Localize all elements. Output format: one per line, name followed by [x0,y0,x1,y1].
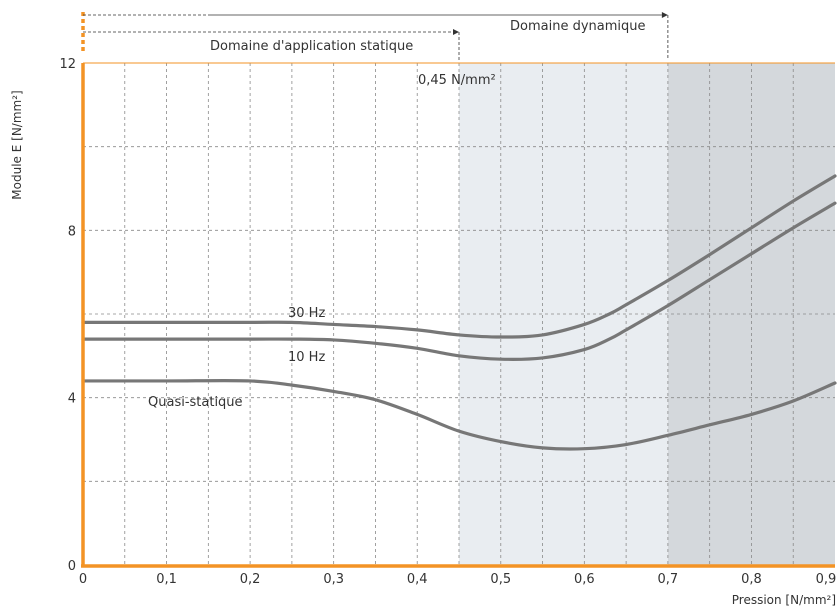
domain-label-static: Domaine d'application statique [210,39,413,54]
domain-brackets [81,12,669,60]
x-tick-label: 0,9 [816,572,837,587]
grid [83,62,835,565]
series-label-quasi-statique: Quasi-statique [148,395,243,410]
dynamic-domain-arrow [661,12,668,18]
x-tick-label: 0 [79,572,87,587]
x-tick-label: 0,7 [658,572,679,587]
x-tick-label: 0,6 [574,572,595,587]
series-line-0 [81,174,837,339]
domain-label-dynamic: Domaine dynamique [510,19,646,34]
series-line-2 [81,379,837,451]
axes [81,63,835,568]
annotation-label: 0,45 N/mm² [418,73,496,88]
static-domain-arrow [453,29,459,35]
series-label-30hz: 30 Hz [288,306,325,321]
y-tick-label: 12 [59,57,76,72]
y-axis-label: Module E [N/mm²] [10,90,24,199]
series-label-10hz: 10 Hz [288,350,325,365]
y-tick-label: 0 [68,559,76,574]
x-tick-label: 0,2 [240,572,261,587]
x-tick-label: 0,4 [407,572,428,587]
y-tick-label: 4 [68,392,76,407]
y-tick-label: 8 [68,224,76,239]
x-tick-label: 0,3 [323,572,344,587]
x-tick-label: 0,5 [490,572,511,587]
x-axis-label: Pression [N/mm²] [732,593,836,607]
tick-labels: 0 0,1 0,2 0,3 0,4 0,5 0,6 0,7 0,8 0,9 0 4 8 12 [59,57,836,587]
x-tick-label: 0,8 [741,572,762,587]
series-lines [81,174,837,451]
x-tick-label: 0,1 [156,572,177,587]
series-line-1 [81,201,837,361]
